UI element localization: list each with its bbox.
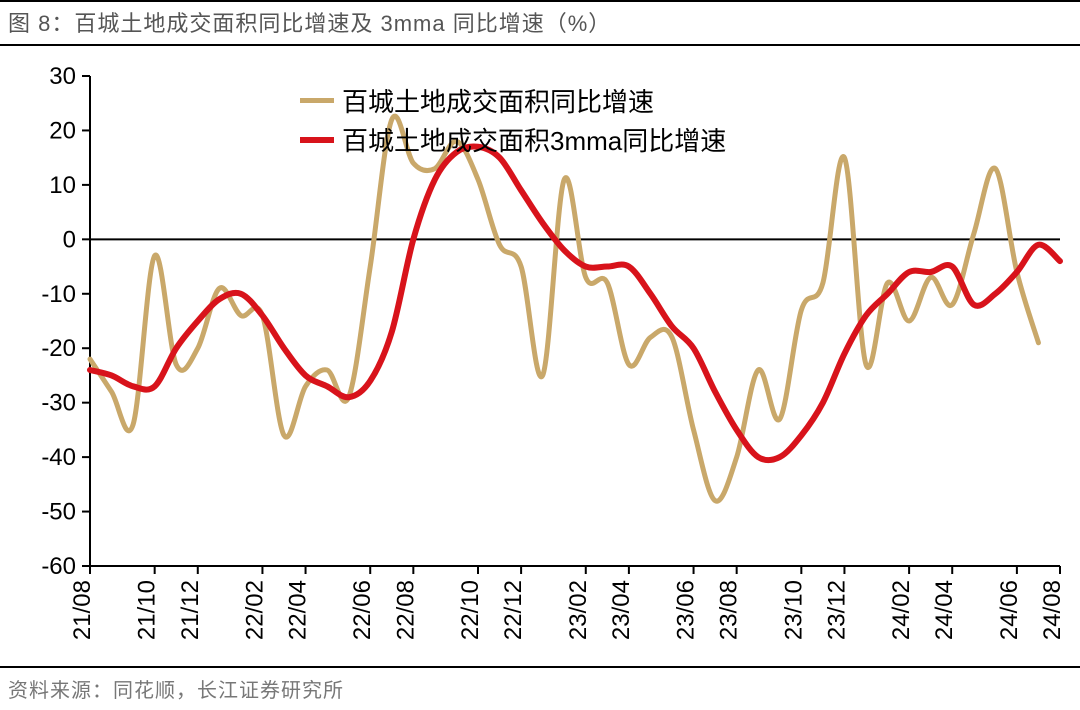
y-tick-label: -50 — [41, 499, 76, 526]
x-tick-label: 22/04 — [285, 580, 312, 640]
legend-swatch — [300, 137, 334, 143]
x-tick-label: 23/12 — [823, 580, 850, 640]
legend-swatch — [300, 98, 334, 103]
legend-label: 百城土地成交面积同比增速 — [342, 82, 654, 119]
legend: 百城土地成交面积同比增速百城土地成交面积3mma同比增速 — [300, 82, 726, 160]
chart-area: 30 20 10 0 -10 -20 -30 -40 -50 -6021/08 21/10 21/12… — [0, 46, 1080, 666]
x-tick-label: 23/10 — [780, 580, 807, 640]
y-tick-label: -60 — [41, 553, 76, 580]
x-tick-label: 23/02 — [565, 580, 592, 640]
x-tick-label: 24/08 — [1039, 580, 1066, 640]
legend-entry: 百城土地成交面积同比增速 — [300, 82, 726, 119]
y-tick-label: -30 — [41, 390, 76, 417]
y-tick-label: -40 — [41, 444, 76, 471]
y-tick-label: 30 — [49, 63, 76, 90]
series-line — [90, 116, 1038, 501]
x-tick-label: 23/06 — [673, 580, 700, 640]
x-tick-label: 21/08 — [69, 580, 96, 640]
x-tick-label: 22/08 — [392, 580, 419, 640]
y-tick-label: -10 — [41, 281, 76, 308]
legend-entry: 百城土地成交面积3mma同比增速 — [300, 121, 726, 158]
x-tick-label: 24/04 — [931, 580, 958, 640]
y-tick-label: 20 — [49, 117, 76, 144]
chart-title: 图 8：百城土地成交面积同比增速及 3mma 同比增速（%） — [0, 0, 1080, 46]
y-tick-label: -20 — [41, 335, 76, 362]
x-tick-label: 23/04 — [608, 580, 635, 640]
x-tick-label: 24/02 — [888, 580, 915, 640]
x-tick-label: 22/12 — [500, 580, 527, 640]
x-tick-label: 22/10 — [457, 580, 484, 640]
x-tick-label: 24/06 — [996, 580, 1023, 640]
x-tick-label: 21/10 — [134, 580, 161, 640]
y-tick-label: 10 — [49, 172, 76, 199]
legend-label: 百城土地成交面积3mma同比增速 — [342, 121, 726, 158]
x-tick-label: 23/08 — [716, 580, 743, 640]
x-tick-label: 22/02 — [241, 580, 268, 640]
y-tick-label: 0 — [63, 226, 76, 253]
source-caption: 资料来源：同花顺，长江证券研究所 — [0, 666, 1080, 703]
x-tick-label: 21/12 — [177, 580, 204, 640]
x-tick-label: 22/06 — [349, 580, 376, 640]
